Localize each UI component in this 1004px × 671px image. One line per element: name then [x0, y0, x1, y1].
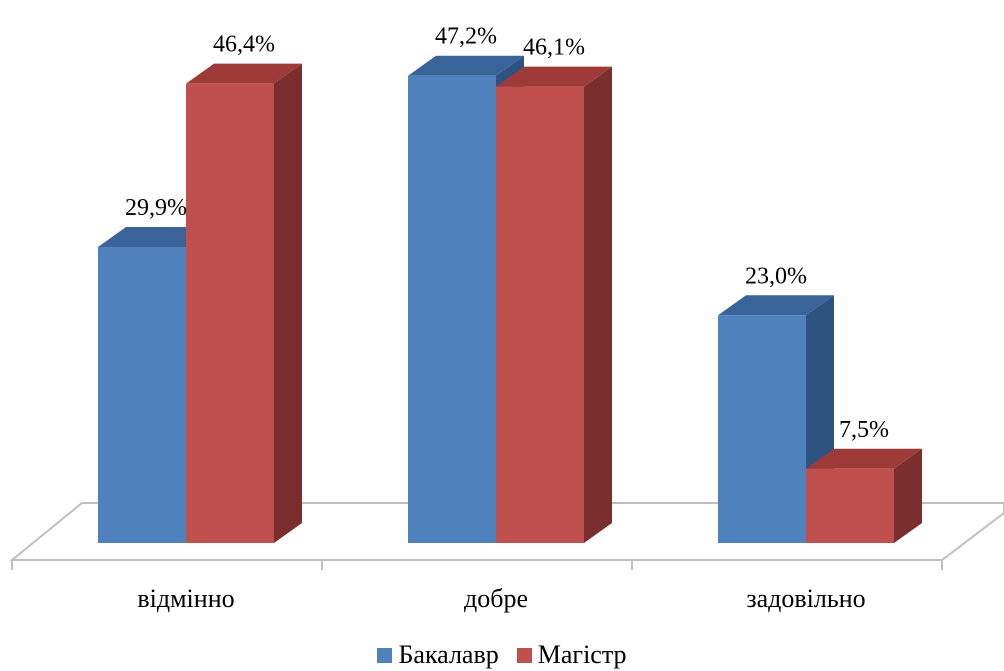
- bar-top: [806, 448, 922, 469]
- data-label: 7,5%: [839, 417, 889, 443]
- bar-top: [496, 66, 612, 87]
- bar-front: [718, 315, 806, 543]
- bar: [496, 66, 612, 544]
- category-label: добре: [464, 584, 528, 613]
- bar-top: [718, 295, 834, 316]
- legend-label-bachelor: Бакалавр: [398, 640, 499, 669]
- data-label: 46,4%: [213, 32, 275, 58]
- bar: [806, 448, 922, 543]
- bar-side: [274, 63, 302, 543]
- legend: Бакалавр Магістр: [0, 640, 1004, 670]
- legend-swatch-master: [516, 647, 532, 663]
- legend-item-bachelor: Бакалавр: [377, 640, 499, 670]
- bar-front: [98, 246, 186, 544]
- bars-layer: [98, 55, 922, 544]
- category-label: відмінно: [137, 584, 234, 613]
- legend-item-master: Магістр: [516, 640, 627, 670]
- category-label: задовільно: [746, 584, 865, 613]
- bar-side: [894, 448, 922, 543]
- data-labels-layer: 29,9% 46,4% 47,2% 46,1% 23,0% 7,5%: [125, 24, 889, 443]
- x-axis: відмінно добре задовільно: [11, 560, 943, 613]
- bar: [186, 63, 302, 543]
- data-label: 46,1%: [523, 35, 585, 61]
- bar-front: [186, 83, 274, 543]
- bar-front: [408, 75, 496, 543]
- bar-front: [806, 468, 894, 543]
- bar: [718, 295, 834, 543]
- data-label: 47,2%: [435, 24, 497, 50]
- legend-label-master: Магістр: [537, 640, 627, 669]
- data-label: 23,0%: [745, 263, 807, 289]
- bar-top: [408, 55, 524, 76]
- bar-front: [496, 86, 584, 544]
- bar-side: [584, 66, 612, 544]
- bar-top: [98, 226, 214, 247]
- data-label: 29,9%: [125, 195, 187, 221]
- bar-top: [186, 63, 302, 84]
- legend-swatch-bachelor: [377, 647, 393, 663]
